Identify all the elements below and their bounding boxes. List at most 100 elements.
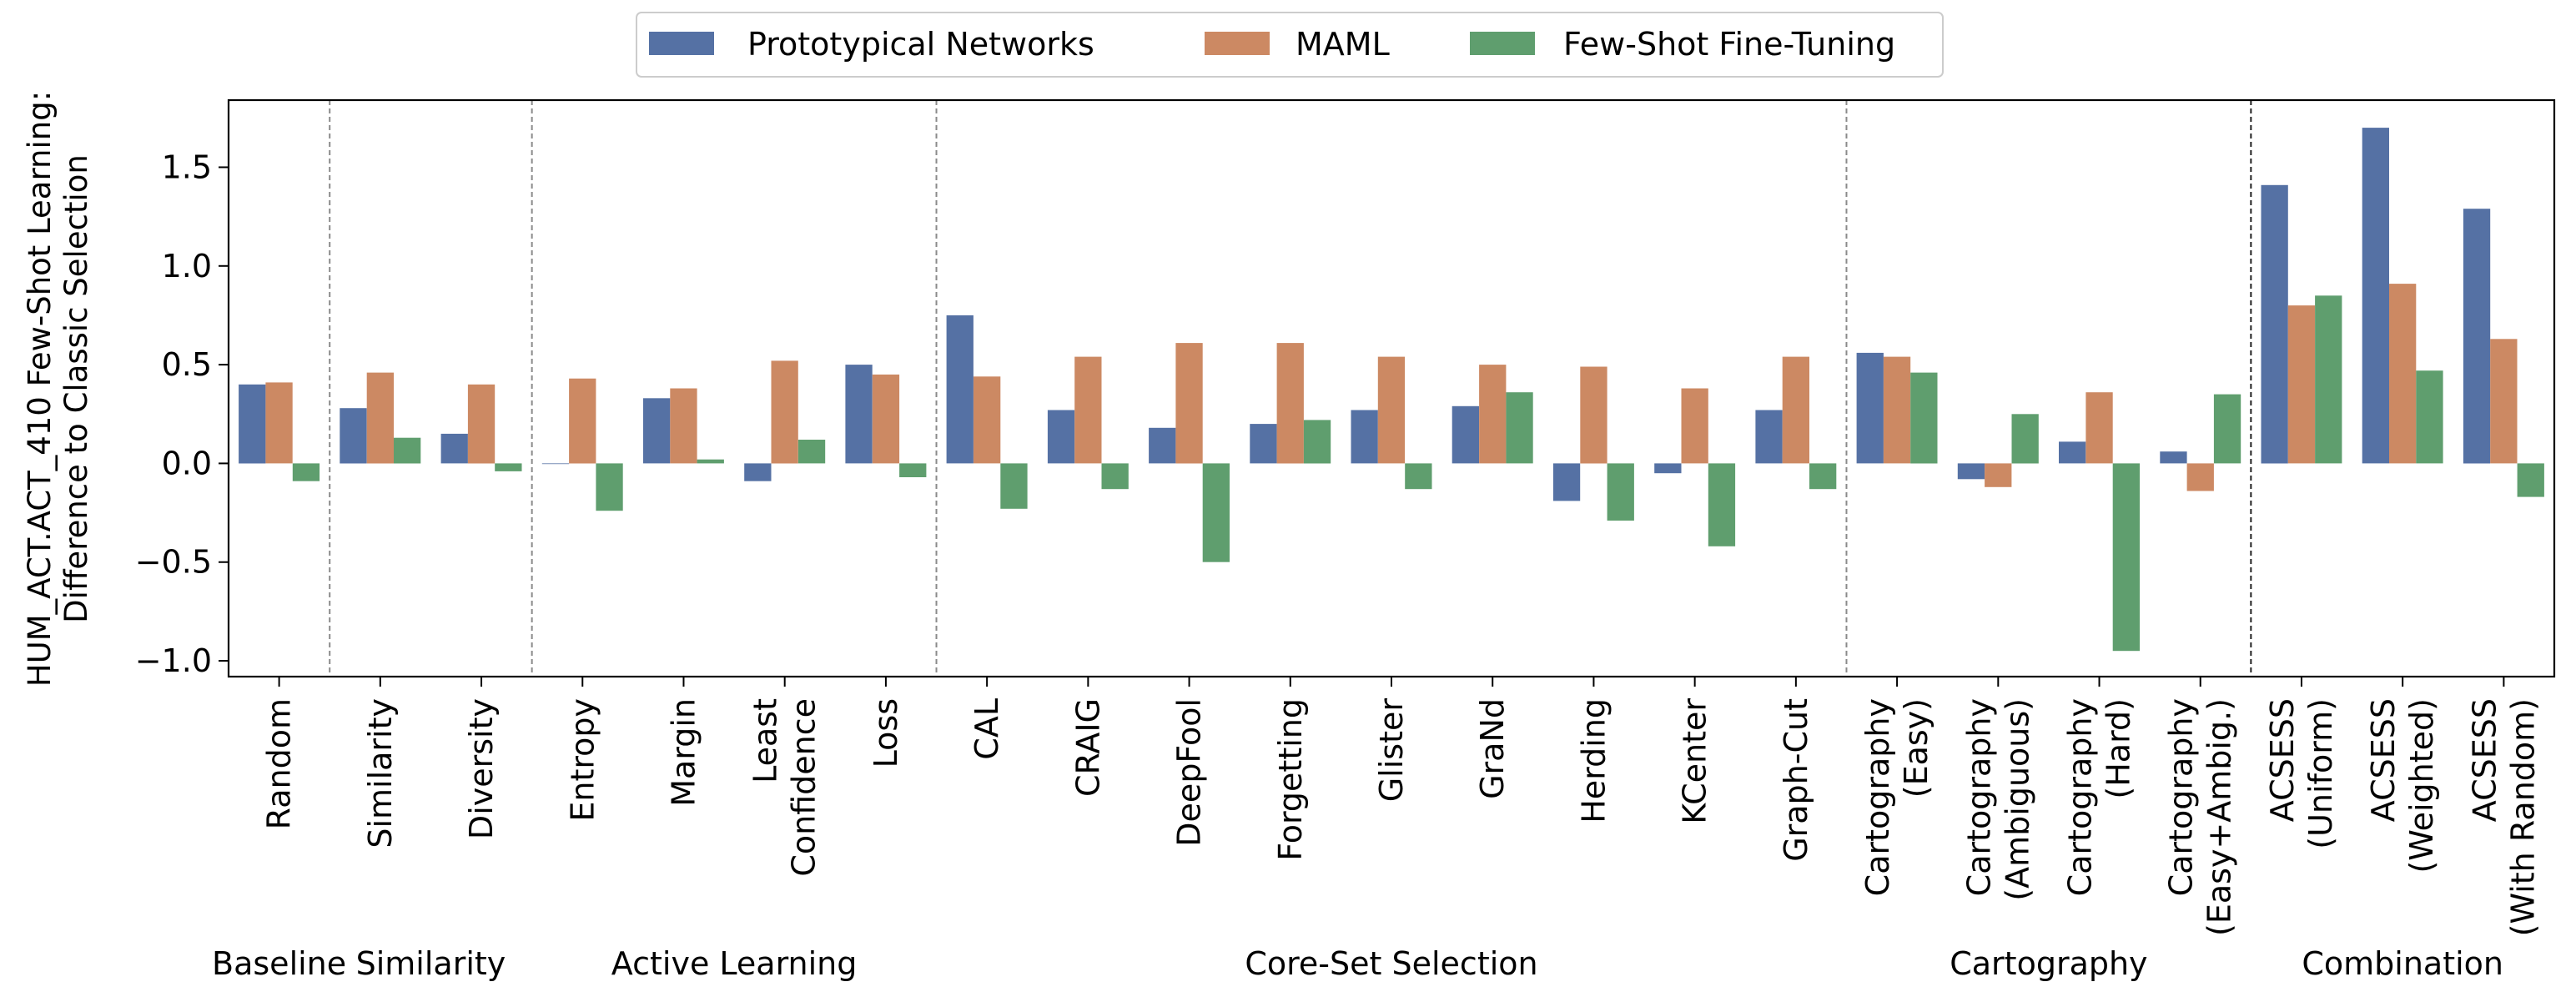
bar-few-shot-fine-tuning-19 <box>2213 394 2241 464</box>
x-tick-label: Loss <box>868 698 904 768</box>
bar-few-shot-fine-tuning-15 <box>1809 463 1837 490</box>
bar-prototypical-networks-5 <box>744 463 772 481</box>
x-tick-label: Cartography(Ambiguous) <box>1960 698 2035 901</box>
bar-few-shot-fine-tuning-2 <box>495 463 522 471</box>
bar-maml-10 <box>1276 343 1304 464</box>
x-tick-label: GraNd <box>1474 698 1511 799</box>
x-tick-label-line: KCenter <box>1677 698 1713 824</box>
x-tick-label-line: (Hard) <box>2101 698 2137 799</box>
x-tick-label-line: Herding <box>1575 698 1612 823</box>
bar-few-shot-fine-tuning-13 <box>1607 463 1634 521</box>
x-tick-label-line: Cartography <box>2163 698 2200 896</box>
legend-label-2: Few-Shot Fine-Tuning <box>1563 26 1895 63</box>
x-tick-label-line: Diversity <box>463 698 500 839</box>
y-tick-label: 0.5 <box>162 346 212 383</box>
x-tick-label-line: ACSESS <box>2264 698 2301 822</box>
x-tick-label-line: Cartography <box>1960 698 1997 896</box>
bar-maml-15 <box>1782 356 1809 464</box>
bar-few-shot-fine-tuning-10 <box>1303 420 1331 464</box>
x-tick-label: Margin <box>665 698 702 807</box>
bar-maml-7 <box>974 376 1001 464</box>
x-tick-label-line: (Easy+Ambig.) <box>2201 698 2238 936</box>
bar-maml-16 <box>1883 356 1911 464</box>
bar-prototypical-networks-12 <box>1452 405 1479 464</box>
x-tick-label: Herding <box>1575 698 1612 823</box>
bar-maml-2 <box>467 384 496 464</box>
x-tick-label-line: Cartography <box>2062 698 2099 896</box>
x-tick-label-line: (Easy) <box>1898 698 1935 798</box>
x-axis: Random Similarity Diversity Entropy Margin Le… <box>261 677 2541 936</box>
group-label-cartography: Cartography <box>1950 945 2147 982</box>
x-tick-label: ACSESS(With Random) <box>2466 698 2541 936</box>
bar-maml-9 <box>1175 343 1203 464</box>
bar-few-shot-fine-tuning-4 <box>697 459 724 464</box>
bar-maml-1 <box>366 372 394 464</box>
bar-few-shot-fine-tuning-20 <box>2315 295 2342 464</box>
bar-few-shot-fine-tuning-17 <box>2011 414 2039 464</box>
bar-prototypical-networks-20 <box>2261 184 2288 464</box>
group-label-baseline: Baseline <box>212 945 346 982</box>
x-tick-label-line: CAL <box>969 698 1005 760</box>
group-label-active-learning: Active Learning <box>611 945 858 982</box>
plot-area <box>227 98 2556 678</box>
bar-maml-13 <box>1580 366 1607 464</box>
x-tick-label: ACSESS(Weighted) <box>2365 698 2440 874</box>
group-label-core-set-selection: Core-Set Selection <box>1245 945 1537 982</box>
bar-prototypical-networks-14 <box>1654 463 1682 474</box>
x-tick-label-line: (Uniform) <box>2302 698 2339 849</box>
bar-prototypical-networks-11 <box>1351 410 1378 464</box>
bar-few-shot-fine-tuning-3 <box>596 463 623 511</box>
x-tick-label: Entropy <box>564 698 601 822</box>
y-tick-label: 1.0 <box>162 248 212 284</box>
x-tick-label-line: Loss <box>868 698 904 768</box>
bar-maml-3 <box>569 378 596 464</box>
bar-prototypical-networks-16 <box>1856 352 1884 464</box>
x-tick-label: ACSESS(Uniform) <box>2264 698 2339 849</box>
x-tick-label: CRAIG <box>1069 698 1106 797</box>
bar-prototypical-networks-6 <box>845 365 873 464</box>
bar-maml-19 <box>2186 463 2214 491</box>
x-tick-label-line: Margin <box>665 698 702 807</box>
x-tick-label-line: Least <box>747 698 784 783</box>
group-label-similarity: Similarity <box>356 945 506 982</box>
bar-few-shot-fine-tuning-14 <box>1708 463 1736 546</box>
bar-maml-17 <box>1985 463 2012 487</box>
x-tick-label-line: Forgetting <box>1272 698 1309 861</box>
x-tick-label-line: Random <box>261 698 298 829</box>
y-axis-label: HUM_ACT.ACT_410 Few-Shot Learning:Differ… <box>22 91 94 687</box>
legend-label-0: Prototypical Networks <box>747 26 1094 63</box>
bar-prototypical-networks-3 <box>541 463 570 465</box>
y-tick-label: −0.5 <box>135 544 212 581</box>
bar-few-shot-fine-tuning-11 <box>1405 463 1432 490</box>
x-tick-label-line: Similarity <box>362 698 399 848</box>
legend-box <box>636 12 1944 78</box>
bar-maml-8 <box>1074 356 1102 464</box>
legend-swatch-2 <box>1470 32 1535 55</box>
y-tick-label: 0.0 <box>162 445 212 481</box>
bar-maml-22 <box>2490 339 2518 464</box>
bar-few-shot-fine-tuning-18 <box>2112 463 2140 652</box>
x-tick-label: Cartography(Easy+Ambig.) <box>2163 698 2238 936</box>
bar-few-shot-fine-tuning-22 <box>2517 463 2544 497</box>
bar-prototypical-networks-7 <box>946 315 974 464</box>
bar-maml-21 <box>2389 284 2417 464</box>
x-tick-label-line: (Weighted) <box>2403 698 2440 874</box>
bar-maml-0 <box>265 382 293 464</box>
x-tick-label: Random <box>261 698 298 829</box>
x-tick-label-line: Entropy <box>564 698 601 822</box>
group-label-combination: Combination <box>2302 945 2503 982</box>
x-tick-label: Diversity <box>463 698 500 839</box>
bar-maml-6 <box>872 374 900 464</box>
x-tick-label: Forgetting <box>1272 698 1309 861</box>
x-tick-label: Graph-Cut <box>1778 698 1814 862</box>
bar-prototypical-networks-22 <box>2463 209 2491 464</box>
bar-prototypical-networks-21 <box>2362 128 2389 464</box>
bar-prototypical-networks-13 <box>1552 463 1581 501</box>
legend-swatch-1 <box>1205 32 1270 55</box>
bar-prototypical-networks-8 <box>1047 410 1075 464</box>
bar-maml-18 <box>2085 392 2113 464</box>
bar-maml-11 <box>1377 356 1406 464</box>
x-tick-label: Glister <box>1373 698 1410 803</box>
x-tick-label-line: CRAIG <box>1069 698 1106 797</box>
